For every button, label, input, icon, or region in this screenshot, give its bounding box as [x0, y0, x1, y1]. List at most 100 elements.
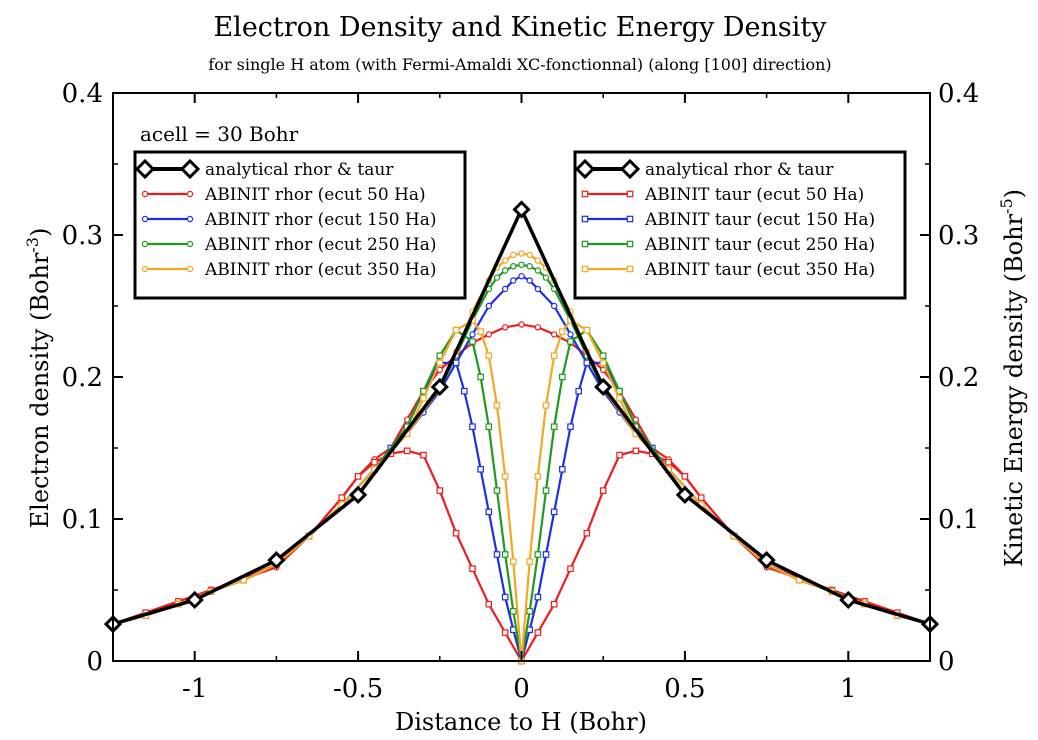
- legend-marker: [141, 190, 149, 198]
- data-point-abinit-rhor-ecut-250-ha: [526, 263, 533, 270]
- series-line-abinit-taur-ecut-250-ha: [112, 329, 931, 663]
- data-point-abinit-rhor-ecut-250-ha: [493, 274, 501, 281]
- legend-marker: [186, 240, 194, 248]
- legend-marker: [581, 190, 589, 198]
- y-tick-label-right: 0.3: [938, 221, 979, 251]
- data-point-abinit-taur-ecut-250-ha: [493, 487, 501, 494]
- legend-marker: [141, 215, 149, 223]
- series-abinit-taur-ecut-350-ha: [109, 316, 934, 665]
- data-point-abinit-taur-ecut-250-ha: [559, 373, 566, 381]
- data-point-abinit-taur-ecut-150-ha: [493, 551, 501, 558]
- y-axis-label-right: Kinetic Energy density (Bohr-5): [997, 189, 1028, 567]
- data-point-abinit-taur-ecut-50-ha: [632, 447, 640, 455]
- data-point-abinit-rhor-ecut-150-ha: [469, 331, 476, 338]
- data-point-abinit-taur-ecut-150-ha: [501, 593, 509, 601]
- data-point-abinit-taur-ecut-350-ha: [436, 359, 444, 367]
- data-point-abinit-taur-ecut-50-ha: [697, 494, 705, 502]
- series-abinit-rhor-ecut-350-ha: [109, 250, 934, 628]
- data-point-abinit-taur-ecut-50-ha: [485, 600, 493, 608]
- data-point-abinit-taur-ecut-350-ha: [616, 395, 623, 402]
- data-point-abinit-taur-ecut-50-ha: [420, 451, 427, 459]
- legend-marker: [626, 190, 634, 198]
- data-point-abinit-rhor-ecut-50-ha: [518, 321, 525, 328]
- legend-marker: [626, 240, 634, 248]
- data-point-abinit-rhor-ecut-150-ha: [485, 302, 493, 310]
- y-tick-label-left: 0.2: [62, 363, 103, 393]
- legend-marker: [581, 240, 589, 248]
- series-abinit-taur-ecut-150-ha: [109, 359, 934, 665]
- data-point-analytical-rhor-taur: [430, 377, 449, 397]
- x-tick-label: -1: [182, 674, 207, 704]
- data-point-abinit-taur-ecut-350-ha: [542, 402, 550, 409]
- data-point-abinit-taur-ecut-50-ha: [616, 451, 623, 459]
- legend-label: ABINIT rhor (ecut 350 Ha): [204, 260, 437, 280]
- data-point-abinit-taur-ecut-350-ha: [501, 473, 509, 480]
- legend-layer: analytical rhor & taur ABINIT rhor (ecut …: [133, 150, 907, 300]
- y-axis-label-right-sup: -5: [997, 198, 1016, 214]
- data-point-abinit-taur-ecut-50-ha: [665, 458, 672, 466]
- series-abinit-taur-ecut-50-ha: [109, 447, 934, 665]
- series-line-abinit-taur-ecut-350-ha: [112, 319, 931, 663]
- legend-label: ABINIT taur (ecut 350 Ha): [644, 260, 875, 280]
- legend-marker: [626, 215, 634, 223]
- series-line-abinit-rhor-ecut-350-ha: [112, 252, 931, 626]
- data-point-abinit-taur-ecut-50-ha: [371, 458, 378, 466]
- data-point-abinit-taur-ecut-350-ha: [452, 326, 460, 334]
- ticks-layer: -1 -0.5 0 0.5 1 0 0 0.1 0.1 0.2 0.2 0.3 0.3 0.4 0.4: [62, 79, 980, 704]
- data-point-analytical-rhor-taur: [839, 590, 858, 610]
- legend-label: ABINIT rhor (ecut 250 Ha): [204, 235, 437, 255]
- data-point-abinit-taur-ecut-250-ha: [542, 487, 550, 494]
- y-axis-label-left: Electron density (Bohr-3): [23, 228, 54, 529]
- series-line-abinit-taur-ecut-150-ha: [112, 361, 931, 663]
- data-point-abinit-rhor-ecut-50-ha: [501, 324, 509, 331]
- data-point-abinit-taur-ecut-150-ha: [461, 387, 468, 395]
- acell-annotation: acell = 30 Bohr: [140, 122, 299, 146]
- y-tick-label-left: 0.3: [62, 221, 103, 251]
- legend-marker: [186, 265, 194, 273]
- legend-label: ABINIT taur (ecut 250 Ha): [644, 235, 875, 255]
- data-point-analytical-rhor-taur: [675, 485, 695, 504]
- data-point-abinit-taur-ecut-50-ha: [534, 629, 542, 636]
- data-point-abinit-taur-ecut-250-ha: [477, 373, 484, 381]
- data-point-abinit-taur-ecut-350-ha: [583, 326, 591, 334]
- data-point-abinit-rhor-ecut-150-ha: [510, 277, 517, 284]
- legend-marker: [141, 240, 149, 248]
- data-point-abinit-rhor-ecut-350-ha: [534, 257, 542, 264]
- x-tick-label: 0.5: [664, 674, 705, 704]
- legend-label: ABINIT rhor (ecut 150 Ha): [204, 210, 437, 230]
- data-point-abinit-taur-ecut-150-ha: [477, 466, 484, 473]
- data-point-abinit-taur-ecut-250-ha: [501, 551, 509, 558]
- data-point-abinit-taur-ecut-250-ha: [534, 551, 542, 558]
- data-point-abinit-taur-ecut-350-ha: [526, 558, 533, 565]
- legend-marker: [186, 190, 194, 198]
- legend-marker: [186, 215, 194, 223]
- data-point-abinit-taur-ecut-150-ha: [550, 508, 558, 516]
- legend-marker: [619, 158, 641, 180]
- legend-label: analytical rhor & taur: [645, 160, 834, 180]
- y-tick-label-right: 0: [938, 647, 955, 677]
- legend-marker: [134, 158, 156, 180]
- data-point-abinit-taur-ecut-50-ha: [436, 487, 444, 494]
- data-point-abinit-rhor-ecut-350-ha: [526, 251, 533, 259]
- data-point-abinit-rhor-ecut-250-ha: [510, 263, 517, 270]
- x-axis-label: Distance to H (Bohr): [395, 708, 647, 736]
- data-point-abinit-taur-ecut-350-ha: [485, 352, 493, 360]
- data-point-abinit-taur-ecut-250-ha: [510, 607, 517, 615]
- legend-marker: [574, 158, 596, 180]
- data-point-abinit-taur-ecut-350-ha: [420, 395, 427, 402]
- y-axis-label-left-sup: -3: [23, 237, 42, 253]
- data-point-abinit-taur-ecut-150-ha: [567, 423, 574, 431]
- data-point-abinit-rhor-ecut-150-ha: [550, 302, 558, 310]
- x-tick-label: 1: [840, 674, 857, 704]
- data-point-abinit-rhor-ecut-150-ha: [501, 285, 509, 293]
- data-point-abinit-taur-ecut-250-ha: [485, 423, 493, 431]
- data-point-abinit-rhor-ecut-50-ha: [534, 324, 542, 331]
- data-point-abinit-taur-ecut-50-ha: [403, 447, 411, 455]
- data-point-abinit-rhor-ecut-150-ha: [526, 277, 533, 284]
- data-point-abinit-taur-ecut-150-ha: [452, 359, 460, 367]
- y-tick-label-left: 0.4: [62, 79, 103, 109]
- data-point-abinit-rhor-ecut-250-ha: [542, 274, 550, 281]
- chart-subtitle: for single H atom (with Fermi-Amaldi XC-…: [208, 55, 831, 74]
- data-point-analytical-rhor-taur: [594, 377, 613, 397]
